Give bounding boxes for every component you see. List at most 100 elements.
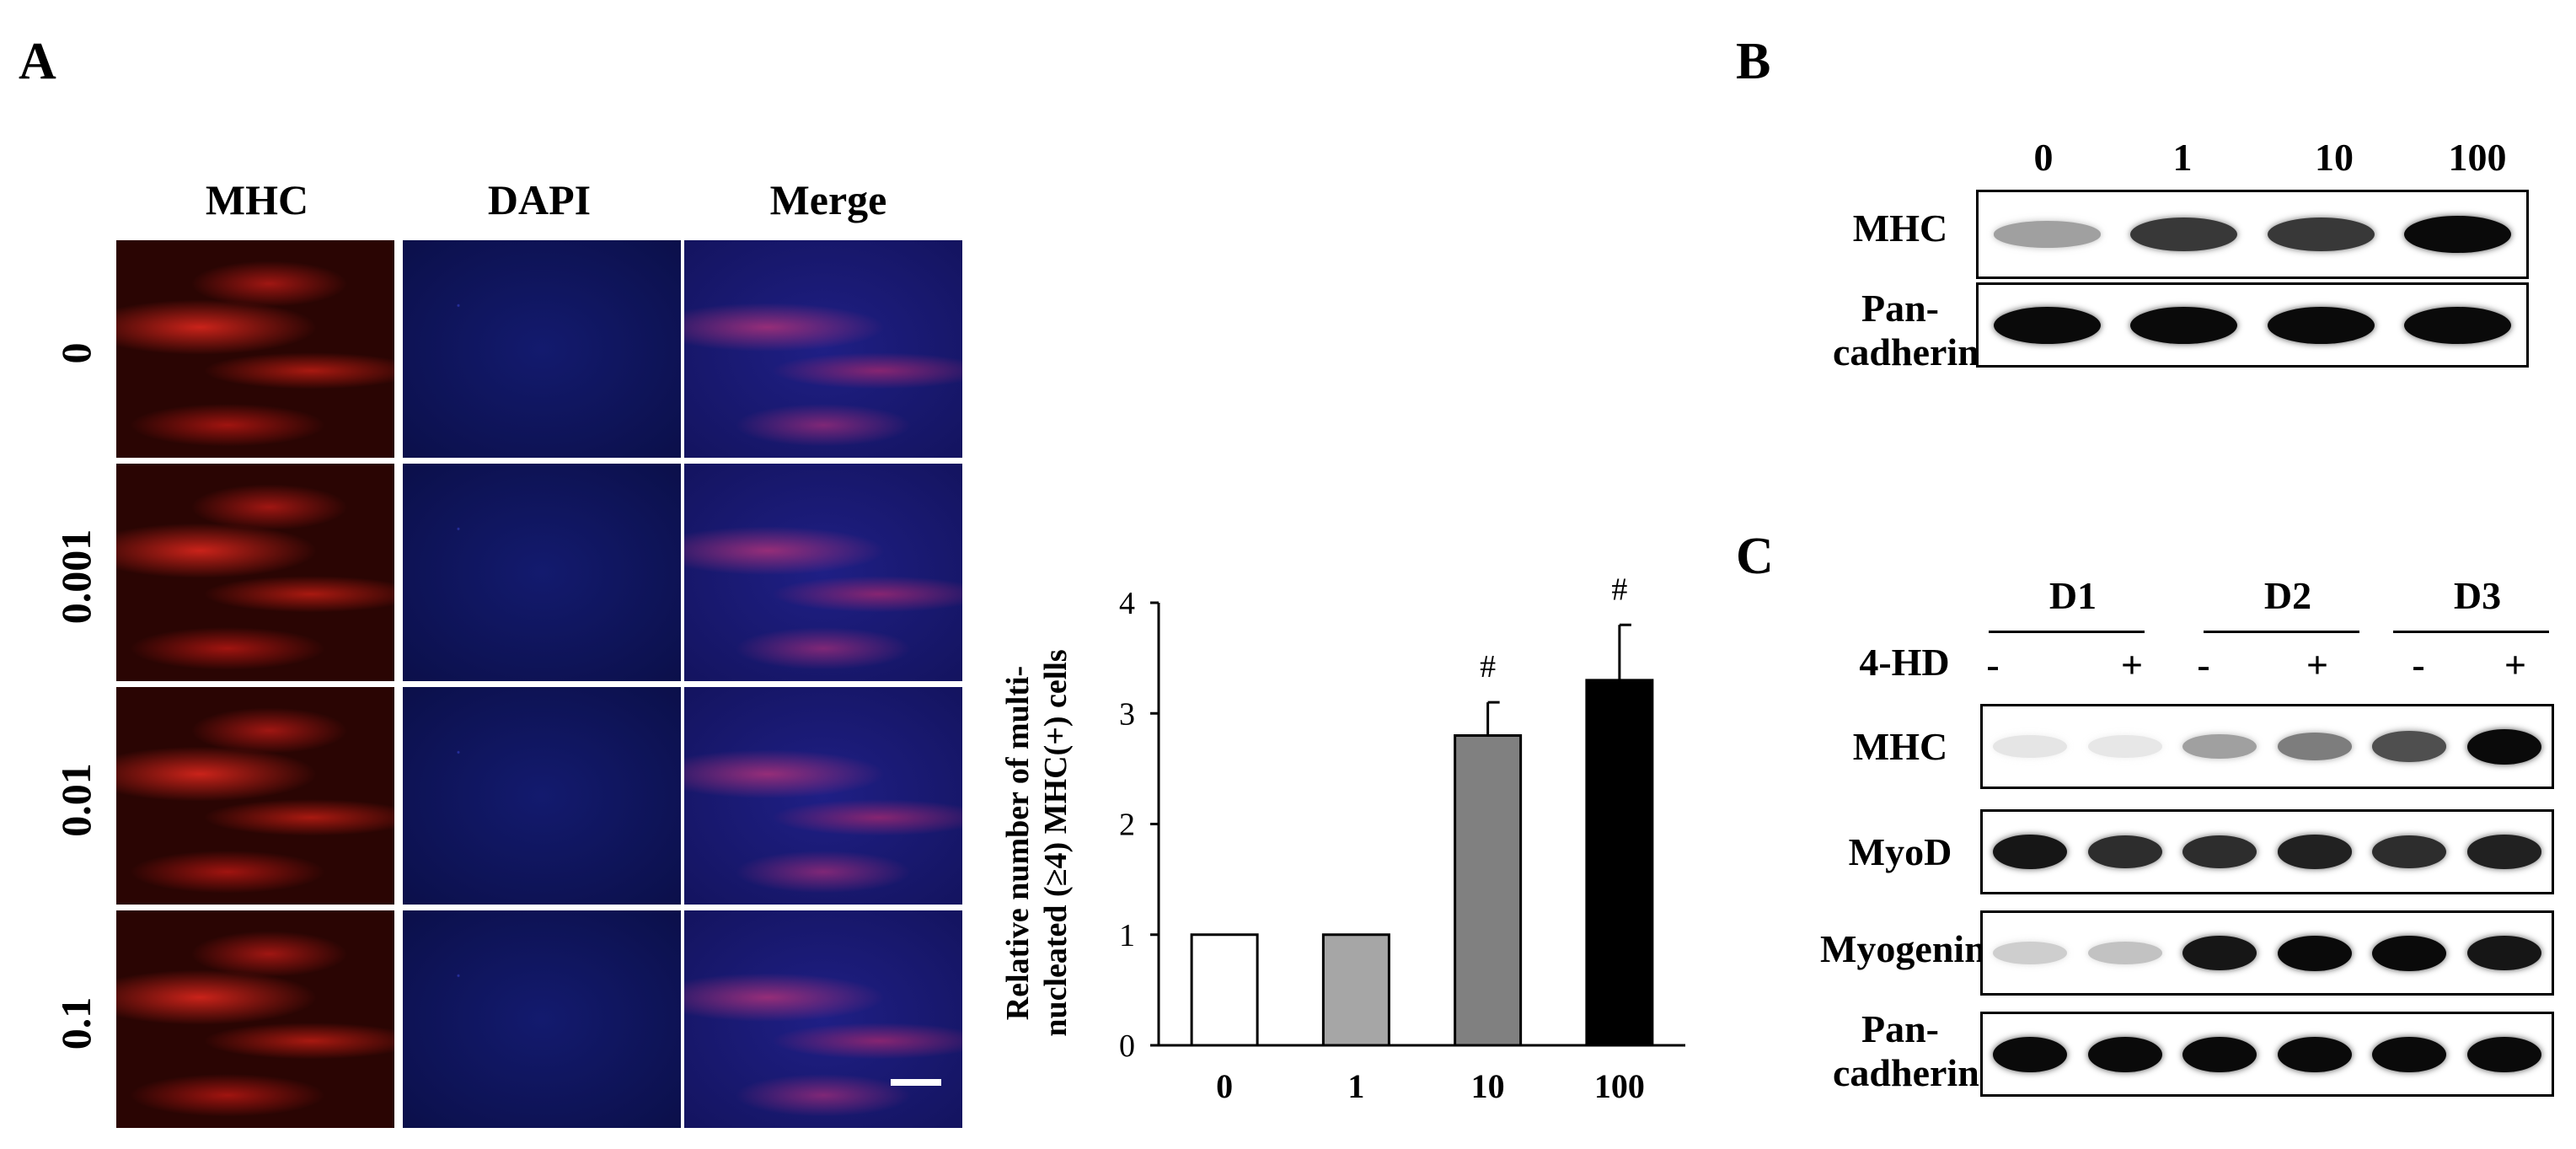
bar-chart: Relative number of multi- nucleated (≥4)… xyxy=(1000,572,1685,1105)
chart-bar xyxy=(1321,933,1390,1047)
panel-b-mhc-label: MHC xyxy=(1852,207,1948,250)
micrograph-mhc-0-1 xyxy=(116,910,394,1128)
chart-x-tick-label: 0 xyxy=(1216,1067,1233,1105)
micrograph-mhc-0 xyxy=(116,240,394,458)
panel-c-treatment-label: 4-HD xyxy=(1859,641,1950,684)
chart-ylabel-line1: Relative number of multi- xyxy=(1000,666,1036,1020)
blot-band xyxy=(2130,217,2238,251)
panel-c-sign-1: - xyxy=(1986,643,2000,686)
blot-band xyxy=(2267,306,2375,344)
column-header-mhc: MHC xyxy=(205,176,309,223)
panel-c-myod-blot xyxy=(1980,809,2554,894)
panel-b-letter: B xyxy=(1736,33,1771,90)
micrograph-mhc-0-001 xyxy=(116,464,394,681)
panel-c-group-d1-line xyxy=(1989,631,2145,633)
blot-band xyxy=(1993,942,2068,964)
blot-band xyxy=(2182,1036,2257,1072)
panel-c-group-d1: D1 xyxy=(2048,574,2097,617)
blot-band xyxy=(2277,835,2352,869)
chart-x-tick-label: 100 xyxy=(1594,1067,1645,1105)
blot-band xyxy=(2277,1036,2352,1072)
micrograph-dapi-0-01 xyxy=(403,687,681,905)
chart-y-tick-label: 2 xyxy=(1119,808,1135,843)
panel-c-sign-4: + xyxy=(2306,643,2329,686)
panel-c-sign-2: + xyxy=(2120,643,2144,686)
chart-y-tick-label: 3 xyxy=(1119,696,1135,732)
blot-band xyxy=(2087,1036,2162,1072)
blot-band xyxy=(2466,835,2541,869)
panel-b-pancadherin-label-line1: Pan- xyxy=(1861,287,1939,330)
blot-band xyxy=(2404,216,2512,253)
row-label-0-001: 0.001 xyxy=(52,529,99,625)
blot-band xyxy=(1993,1036,2068,1072)
scale-bar xyxy=(891,1079,941,1086)
chart-y-tick-label: 0 xyxy=(1119,1028,1135,1064)
micrograph-mhc-0-01 xyxy=(116,687,394,905)
blot-band xyxy=(2087,942,2162,964)
panel-c-group-d3-line xyxy=(2393,631,2549,633)
chart-ylabel-line2: nucleated (≥4) MHC(+) cells xyxy=(1038,649,1074,1036)
panel-c-sign-3: - xyxy=(2197,643,2210,686)
panel-b-lane-10: 10 xyxy=(2315,136,2354,179)
blot-band xyxy=(2087,835,2162,869)
panel-c-group-d3: D3 xyxy=(2453,574,2502,617)
panel-b-lane-100: 100 xyxy=(2448,136,2507,179)
chart-bar xyxy=(1190,933,1259,1047)
blot-band xyxy=(2267,217,2375,251)
blot-band xyxy=(2404,306,2512,344)
blot-band xyxy=(1993,221,2101,248)
row-label-0: 0 xyxy=(52,342,99,364)
panel-c-mhc-label: MHC xyxy=(1852,725,1948,768)
panel-c-myogenin-label: Myogenin xyxy=(1820,927,1986,970)
micrograph-merge-0-001 xyxy=(684,464,962,681)
chart-significance-mark: # xyxy=(1611,572,1627,607)
panel-b-pancadherin-label-line2: cadherin xyxy=(1833,330,1979,373)
micrograph-merge-0-01 xyxy=(684,687,962,905)
chart-bar xyxy=(1454,734,1523,1047)
row-label-0-01: 0.01 xyxy=(52,763,99,837)
panel-b-pancadherin-label: Pan- cadherin xyxy=(1833,287,1979,374)
blot-band xyxy=(2182,935,2257,971)
panel-b-lane-1: 1 xyxy=(2172,136,2193,179)
blot-band xyxy=(2466,935,2541,971)
blot-band xyxy=(1993,735,2068,758)
micrograph-dapi-0 xyxy=(403,240,681,458)
panel-c-sign-6: + xyxy=(2504,643,2527,686)
blot-band xyxy=(2372,835,2447,869)
panel-c-myogenin-blot xyxy=(1980,910,2554,996)
column-header-dapi: DAPI xyxy=(487,176,592,223)
micrograph-dapi-0-1 xyxy=(403,910,681,1128)
panel-b-mhc-blot xyxy=(1976,190,2529,279)
blot-band xyxy=(2182,835,2257,869)
blot-band xyxy=(2130,306,2238,344)
panel-c-group-d2: D2 xyxy=(2263,574,2312,617)
chart-bar xyxy=(1585,679,1654,1047)
panel-b-pancadherin-blot xyxy=(1976,282,2529,368)
blot-band xyxy=(2277,733,2352,760)
chart-x-tick-label: 1 xyxy=(1347,1067,1364,1105)
panel-a-letter: A xyxy=(19,33,56,90)
blot-band xyxy=(2182,733,2257,760)
row-label-0-1: 0.1 xyxy=(52,996,99,1050)
panel-b-lane-0: 0 xyxy=(2033,136,2054,179)
blot-band xyxy=(2372,1036,2447,1072)
panel-c-pancadherin-label-line2: cadherin xyxy=(1833,1051,1979,1094)
chart-y-tick-label: 4 xyxy=(1119,586,1135,621)
panel-c-pancadherin-blot xyxy=(1980,1012,2554,1097)
panel-c-pancadherin-label: Pan- cadherin xyxy=(1833,1007,1979,1095)
chart-x-tick-label: 10 xyxy=(1471,1067,1505,1105)
micrograph-dapi-0-001 xyxy=(403,464,681,681)
blot-band xyxy=(2372,935,2447,971)
chart-significance-mark: # xyxy=(1480,649,1496,685)
blot-band xyxy=(1993,834,2068,870)
blot-band xyxy=(1993,306,2101,344)
blot-band xyxy=(2277,935,2352,971)
panel-c-myod-label: MyoD xyxy=(1848,830,1952,873)
panel-c-group-d2-line xyxy=(2204,631,2359,633)
blot-band xyxy=(2466,728,2541,765)
chart-y-tick-label: 1 xyxy=(1119,918,1135,953)
panel-c-sign-5: - xyxy=(2412,643,2425,686)
blot-band xyxy=(2087,735,2162,758)
panel-c-mhc-blot xyxy=(1980,704,2554,789)
panel-c-letter: C xyxy=(1736,528,1774,585)
